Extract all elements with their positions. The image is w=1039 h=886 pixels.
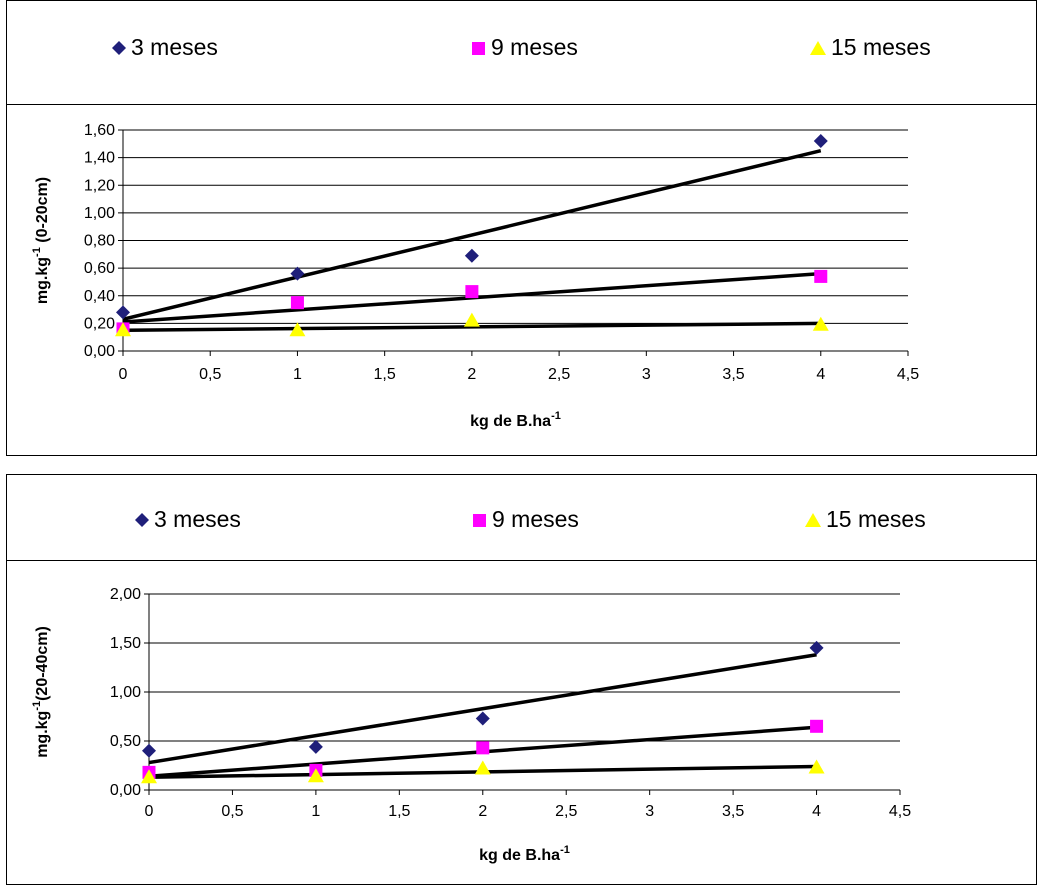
x-tick-label: 4,5	[897, 366, 919, 383]
data-point-diamond	[475, 711, 490, 726]
x-axis-title-text: kg de B.ha	[479, 847, 560, 864]
data-point-triangle	[115, 322, 131, 337]
x-tick-label: 4,5	[889, 803, 911, 820]
y-axis-title-text: mg.kg	[34, 711, 51, 758]
x-tick-label: 0,5	[199, 366, 221, 383]
legend-item-3-meses: 3 meses	[134, 506, 241, 533]
data-point-diamond	[813, 134, 828, 149]
x-axis-title-sup: -1	[551, 410, 561, 422]
x-tick-label: 3	[642, 366, 651, 383]
x-tick-label: 4	[812, 803, 821, 820]
y-axis-title-suffix: (0-20cm)	[34, 177, 51, 247]
square-marker-icon	[472, 41, 485, 55]
y-tick-label: 1,00	[110, 684, 141, 701]
data-point-square	[465, 285, 479, 299]
x-tick-label: 3	[645, 803, 654, 820]
x-tick-label: 0,5	[221, 803, 243, 820]
legend-label: 9 meses	[492, 506, 579, 532]
legend-item-9-meses: 9 meses	[471, 34, 578, 61]
data-point-diamond	[464, 248, 479, 263]
data-point-triangle	[812, 316, 829, 331]
legend-label: 3 meses	[131, 34, 218, 60]
data-point-triangle	[307, 768, 324, 783]
triangle-marker-icon	[810, 40, 826, 55]
y-tick-label: 0,20	[84, 315, 115, 332]
scatter-plot-20-40cm: 0,00 0,50 1,00 1,50 2,00 0 0,5 1 1,5 2 2,5 3 3,5 4 4,5…	[31, 586, 911, 864]
x-tick-label: 2	[467, 366, 476, 383]
x-axis-title: kg de B.ha-1	[470, 410, 561, 430]
y-tick-label: 1,20	[84, 177, 115, 194]
diamond-marker-icon	[135, 512, 149, 527]
data-point-square	[814, 269, 828, 283]
x-axis-title-text: kg de B.ha	[470, 413, 551, 430]
y-axis-title-sup: -1	[31, 247, 43, 257]
legend-item-15-meses: 15 meses	[809, 34, 931, 61]
x-tick-label: 1,5	[388, 803, 410, 820]
y-tick-label: 0,80	[84, 233, 115, 250]
x-tick-label: 2	[478, 803, 487, 820]
y-axis-title-text: mg.kg	[34, 257, 51, 304]
x-axis-title: kg de B.ha-1	[479, 844, 570, 864]
legend-label: 9 meses	[491, 34, 578, 60]
x-tick-label: 3,5	[722, 366, 744, 383]
data-point-triangle	[474, 760, 491, 775]
y-tick-label: 0,50	[110, 733, 141, 750]
trendline	[122, 149, 822, 321]
x-axis-title-sup: -1	[560, 844, 570, 856]
y-tick-label: 1,00	[84, 205, 115, 222]
legend: 3 meses 9 meses 15 meses	[7, 1, 1036, 105]
data-point-square	[290, 296, 304, 310]
data-point-diamond	[809, 640, 824, 655]
legend-label: 15 meses	[831, 34, 931, 60]
trendline	[148, 653, 817, 765]
legend-label: 15 meses	[826, 506, 926, 532]
data-point-triangle	[141, 769, 157, 784]
y-axis-title-sup: -1	[31, 701, 43, 711]
data-point-triangle	[808, 759, 825, 774]
data-point-diamond	[116, 305, 130, 320]
y-tick-label: 0,00	[84, 343, 115, 360]
y-tick-label: 0,40	[84, 288, 115, 305]
chart-panel-0-20cm: 3 meses 9 meses 15 meses 0,00 0,20 0,40 0,6…	[6, 0, 1037, 456]
y-tick-label: 0,60	[84, 260, 115, 277]
y-tick-label: 1,40	[84, 150, 115, 167]
y-tick-label: 1,60	[84, 122, 115, 139]
legend-item-15-meses: 15 meses	[804, 506, 926, 533]
legend-label: 3 meses	[154, 506, 241, 532]
square-marker-icon	[473, 513, 486, 527]
data-point-diamond	[142, 743, 156, 758]
data-point-diamond	[308, 739, 323, 754]
legend-item-3-meses: 3 meses	[111, 34, 218, 61]
y-axis-title: mg.kg-1(20-40cm)	[31, 626, 51, 758]
data-point-triangle	[463, 312, 480, 327]
x-tick-label: 4	[816, 366, 825, 383]
x-tick-label: 2,5	[555, 803, 577, 820]
x-tick-label: 2,5	[548, 366, 570, 383]
x-tick-label: 1	[293, 366, 302, 383]
y-tick-label: 1,50	[110, 635, 141, 652]
triangle-marker-icon	[805, 512, 821, 527]
y-axis-title-suffix: (20-40cm)	[34, 626, 51, 701]
scatter-plot-0-20cm: 0,00 0,20 0,40 0,60 0,80 1,00 1,20 1,40 1,60 0 0,5…	[31, 122, 919, 430]
legend-item-9-meses: 9 meses	[472, 506, 579, 533]
x-tick-label: 0	[119, 366, 128, 383]
legend: 3 meses 9 meses 15 meses	[7, 475, 1036, 561]
trendline	[122, 321, 821, 333]
x-tick-label: 1	[311, 803, 320, 820]
chart-panel-20-40cm: 3 meses 9 meses 15 meses 0,00 0,50 1,00 1,5…	[6, 474, 1037, 885]
x-tick-label: 1,5	[374, 366, 396, 383]
y-tick-label: 0,00	[110, 782, 141, 799]
x-tick-label: 3,5	[722, 803, 744, 820]
data-point-diamond	[290, 266, 305, 281]
y-tick-label: 2,00	[110, 586, 141, 603]
data-point-triangle	[289, 322, 306, 337]
x-tick-label: 0	[145, 803, 154, 820]
y-axis-title: mg.kg-1 (0-20cm)	[31, 177, 51, 304]
diamond-marker-icon	[112, 40, 126, 55]
data-point-square	[476, 741, 490, 755]
data-point-square	[810, 719, 824, 733]
